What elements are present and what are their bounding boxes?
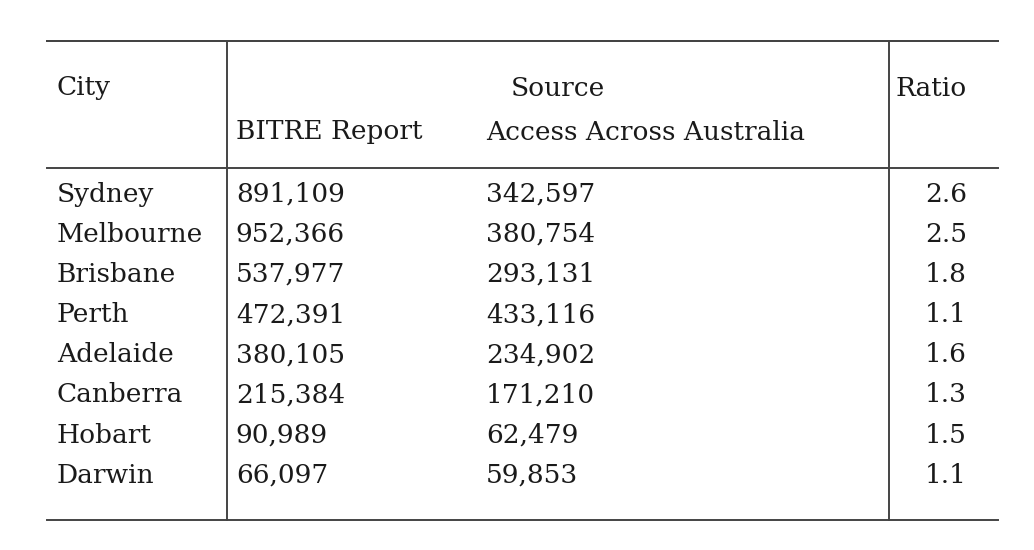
Text: Brisbane: Brisbane: [57, 262, 176, 287]
Text: Adelaide: Adelaide: [57, 342, 174, 367]
Text: Melbourne: Melbourne: [57, 222, 203, 247]
Text: 62,479: 62,479: [486, 422, 578, 448]
Text: 2.6: 2.6: [924, 182, 967, 207]
Text: 537,977: 537,977: [236, 262, 345, 287]
Text: 90,989: 90,989: [236, 422, 328, 448]
Text: BITRE Report: BITRE Report: [236, 119, 422, 145]
Text: 342,597: 342,597: [486, 182, 596, 207]
Text: 1.3: 1.3: [924, 382, 967, 408]
Text: 380,105: 380,105: [236, 342, 344, 367]
Text: 234,902: 234,902: [486, 342, 596, 367]
Text: Access Across Australia: Access Across Australia: [486, 119, 805, 145]
Text: Canberra: Canberra: [57, 382, 183, 408]
Text: 293,131: 293,131: [486, 262, 596, 287]
Text: 1.8: 1.8: [925, 262, 967, 287]
Text: 1.6: 1.6: [925, 342, 967, 367]
Text: 1.1: 1.1: [925, 463, 967, 488]
Text: 1.1: 1.1: [925, 302, 967, 327]
Text: 380,754: 380,754: [486, 222, 596, 247]
Text: 891,109: 891,109: [236, 182, 344, 207]
Text: City: City: [57, 75, 111, 101]
Text: Hobart: Hobart: [57, 422, 152, 448]
Text: Perth: Perth: [57, 302, 129, 327]
Text: 59,853: 59,853: [486, 463, 578, 488]
Text: Darwin: Darwin: [57, 463, 154, 488]
Text: 472,391: 472,391: [236, 302, 345, 327]
Text: Sydney: Sydney: [57, 182, 154, 207]
Text: 433,116: 433,116: [486, 302, 596, 327]
Text: 2.5: 2.5: [924, 222, 967, 247]
Text: 1.5: 1.5: [925, 422, 967, 448]
Text: 215,384: 215,384: [236, 382, 345, 408]
Text: 66,097: 66,097: [236, 463, 328, 488]
Text: 952,366: 952,366: [236, 222, 345, 247]
Text: 171,210: 171,210: [486, 382, 596, 408]
Text: Source: Source: [511, 75, 606, 101]
Text: Ratio: Ratio: [895, 75, 967, 101]
